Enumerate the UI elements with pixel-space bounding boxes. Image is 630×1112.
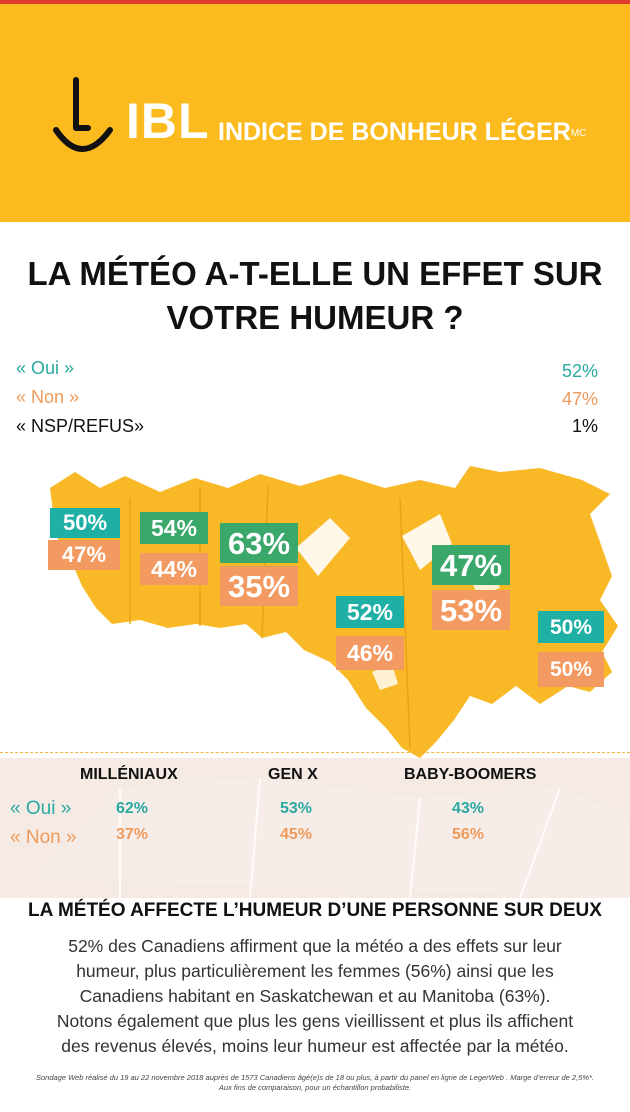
region-yes-box: 50% bbox=[50, 508, 120, 538]
region-no-box: 35% bbox=[220, 566, 298, 606]
footnote: Sondage Web réalisé du 19 au 22 novembre… bbox=[35, 1073, 595, 1092]
region-no-box: 50% bbox=[538, 652, 604, 687]
col-header-genx: GEN X bbox=[268, 766, 318, 783]
canada-map bbox=[0, 466, 630, 898]
smile-logo-icon bbox=[53, 77, 113, 152]
top-accent-line bbox=[0, 0, 630, 4]
summary-text: 52% des Canadiens affirment que la météo… bbox=[56, 936, 574, 1056]
section-divider bbox=[0, 752, 630, 753]
logo-subtitle: INDICE DE BONHEUR LÉGERMC bbox=[218, 118, 587, 146]
canada-landmass bbox=[50, 466, 618, 758]
boomers-no: 56% bbox=[452, 826, 485, 843]
gen-yes-label: « Oui » bbox=[10, 798, 72, 819]
region-no-box: 47% bbox=[48, 540, 120, 570]
overall-yes-value: 52% bbox=[561, 361, 598, 381]
millenials-yes: 62% bbox=[116, 800, 149, 817]
region-no-box: 46% bbox=[336, 636, 404, 670]
overall-nsp-value: 1% bbox=[571, 416, 598, 436]
col-header-millenials: MILLÉNIAUX bbox=[80, 766, 178, 783]
overall-nsp-label: « NSP/REFUS» bbox=[16, 416, 145, 436]
page-title: LA MÉTÉO A-T-ELLE UN EFFET SUR VOTRE HUM… bbox=[27, 255, 603, 336]
map-background-borders bbox=[119, 777, 561, 898]
summary-title: LA MÉTÉO AFFECTE L’HUMEUR D’UNE PERSONNE… bbox=[28, 900, 602, 921]
boomers-yes: 43% bbox=[452, 800, 485, 817]
region-yes-box: 54% bbox=[140, 512, 208, 544]
overall-no-label: « Non » bbox=[16, 387, 80, 407]
region-yes-box: 63% bbox=[220, 523, 298, 563]
region-no-box: 53% bbox=[432, 590, 510, 630]
logo-trademark: MC bbox=[570, 128, 587, 139]
region-yes-box: 47% bbox=[432, 545, 510, 585]
overall-yes-label: « Oui » bbox=[16, 358, 75, 378]
genx-no: 45% bbox=[280, 826, 313, 843]
logo-text: IBL bbox=[126, 93, 210, 149]
region-no-box: 44% bbox=[140, 553, 208, 585]
region-yes-box: 50% bbox=[538, 611, 604, 643]
genx-yes: 53% bbox=[280, 800, 313, 817]
col-header-boomers: BABY-BOOMERS bbox=[404, 766, 537, 783]
header-banner: IBL INDICE DE BONHEUR LÉGERMC bbox=[0, 4, 630, 222]
millenials-no: 37% bbox=[116, 826, 149, 843]
region-yes-box: 52% bbox=[336, 596, 404, 628]
overall-no-value: 47% bbox=[561, 389, 598, 409]
gen-no-label: « Non » bbox=[10, 827, 77, 848]
map-background-shape bbox=[0, 758, 630, 898]
